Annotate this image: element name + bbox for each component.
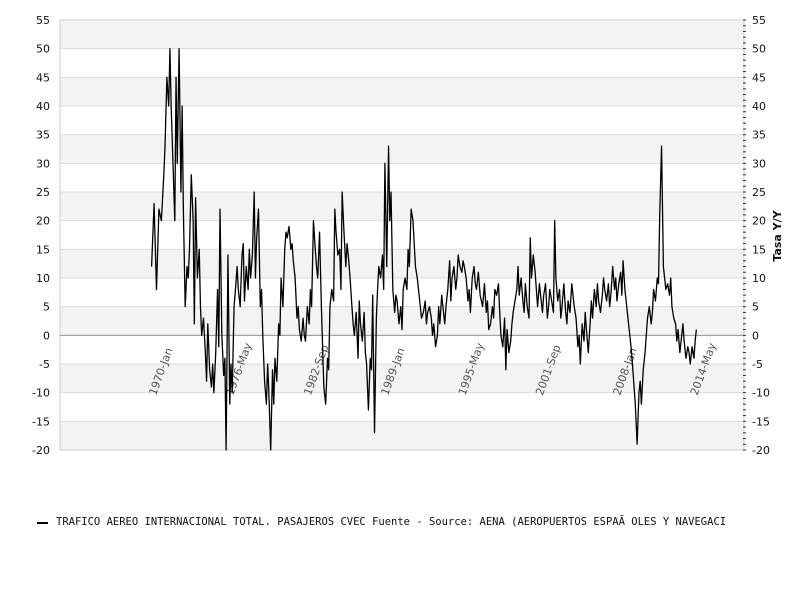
y-tick-label-right: 25 xyxy=(752,186,766,199)
y-tick-label-left: 35 xyxy=(36,129,50,142)
legend-label: TRAFICO AEREO INTERNACIONAL TOTAL. PASAJ… xyxy=(56,515,726,528)
y-tick-label-right: 55 xyxy=(752,14,766,27)
y-tick-label-right: 10 xyxy=(752,272,766,285)
y-tick-label-left: 30 xyxy=(36,157,50,170)
y-tick-label-left: 5 xyxy=(43,301,50,314)
y-tick-label-right: 0 xyxy=(752,329,759,342)
grid-band xyxy=(60,364,744,393)
y-tick-label-left: 40 xyxy=(36,100,50,113)
y-tick-label-left: 15 xyxy=(36,243,50,256)
y-tick-label-left: 10 xyxy=(36,272,50,285)
y-tick-label-right: 5 xyxy=(752,301,759,314)
y-tick-label-left: 55 xyxy=(36,14,50,27)
y-tick-label-left: 25 xyxy=(36,186,50,199)
y-tick-label-right: 30 xyxy=(752,157,766,170)
y-tick-label-left: 20 xyxy=(36,215,50,228)
y-tick-label-left: -10 xyxy=(32,387,50,400)
y-tick-label-right: -15 xyxy=(752,415,770,428)
grid-band xyxy=(60,249,744,278)
grid-band xyxy=(60,134,744,164)
grid-band xyxy=(60,421,744,450)
y-axis-title: Tasa Y/Y xyxy=(771,209,784,261)
y-tick-label-right: -10 xyxy=(752,387,770,400)
y-tick-label-left: -15 xyxy=(32,415,50,428)
y-tick-label-left: -5 xyxy=(39,358,50,371)
y-tick-label-left: -20 xyxy=(32,444,50,457)
plot-area-border xyxy=(59,19,745,451)
y-tick-label-right: -20 xyxy=(752,444,770,457)
y-tick-label-right: 40 xyxy=(752,100,766,113)
y-tick-label-right: -5 xyxy=(752,358,763,371)
y-tick-label-right: 20 xyxy=(752,215,766,228)
y-tick-label-left: 0 xyxy=(43,329,50,342)
y-tick-label-right: 35 xyxy=(752,129,766,142)
y-tick-label-left: 50 xyxy=(36,43,50,56)
y-tick-label-right: 50 xyxy=(752,43,766,56)
series-line xyxy=(150,48,698,451)
y-tick-label-left: 45 xyxy=(36,71,50,84)
grid-band xyxy=(60,77,744,106)
y-tick-label-right: 45 xyxy=(752,71,766,84)
grid-band xyxy=(60,20,744,49)
y-tick-label-right: 15 xyxy=(752,243,766,256)
